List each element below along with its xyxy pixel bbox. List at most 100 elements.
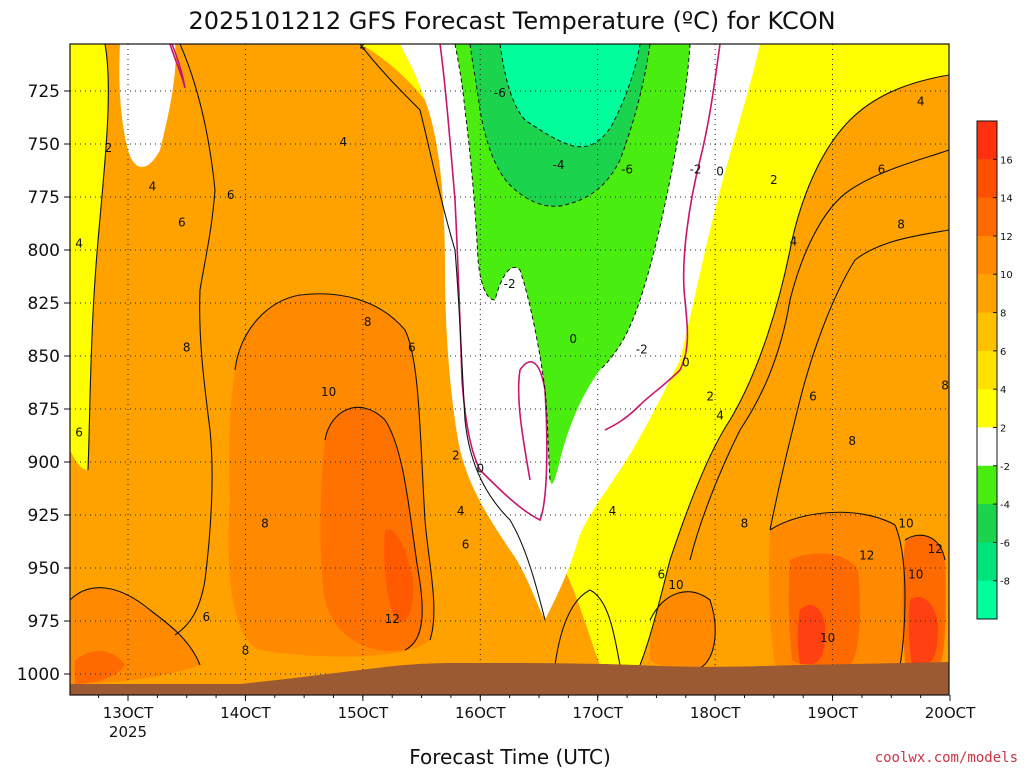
colorbar-label: -2 [1000, 462, 1010, 473]
band-east-hottest [908, 597, 938, 665]
colorbar-swatch [977, 504, 997, 543]
colorbar-swatch [977, 580, 997, 620]
y-axis-ticks: 725 750 775 800 825 850 875 900 925 950 975 1000 [17, 82, 70, 685]
colorbar-label: -8 [1000, 577, 1010, 588]
contour-label: 6 [227, 188, 235, 202]
zero-isotherm-east [604, 44, 721, 431]
contour-line [689, 149, 949, 561]
contour-line [234, 293, 435, 641]
contour-label: 6 [658, 567, 666, 581]
y-tick-label: 825 [28, 294, 60, 314]
x-tick-label: 13OCT [103, 704, 154, 722]
contour-label: 8 [242, 644, 250, 658]
contour-label: 6 [462, 538, 470, 552]
colorbar-swatch [977, 427, 997, 467]
contour-label: 12 [385, 612, 400, 626]
contour-line [70, 587, 201, 666]
colorbar-swatch [977, 121, 997, 160]
colorbar-swatch [977, 235, 997, 275]
contour-label: 0 [682, 355, 690, 369]
band-10-plus-west [384, 529, 414, 623]
contour-line [499, 44, 641, 148]
colorbar-swatch [977, 389, 997, 428]
contour-label: 10 [898, 516, 913, 530]
y-tick-label: 950 [28, 559, 60, 579]
contour-line [174, 44, 216, 636]
y-tick-label: 900 [28, 453, 60, 473]
y-tick-label: 725 [28, 82, 60, 102]
contour-label: 8 [848, 434, 856, 448]
contour-label: 0 [716, 165, 724, 179]
contour-label: 8 [897, 218, 905, 232]
contour-line [324, 407, 423, 651]
x-tick-label: 15OCT [338, 704, 389, 722]
colorbar-label: 6 [1000, 347, 1006, 358]
contour-label: 6 [408, 341, 416, 355]
contour-label: 8 [364, 315, 372, 329]
colorbar-label: 14 [1000, 194, 1013, 205]
colorbar-label: -4 [1000, 500, 1010, 511]
contour-lines [70, 44, 949, 669]
contour-label: 8 [183, 341, 191, 355]
contour-line [87, 44, 109, 471]
contour-label: 4 [457, 504, 465, 518]
colorbar-swatch [977, 312, 997, 352]
contour-label: 6 [75, 425, 83, 439]
x-axis-title: Forecast Time (UTC) [409, 745, 611, 768]
contour-line [599, 44, 691, 371]
contour-label: 10 [820, 631, 835, 645]
contour-label: 2 [359, 37, 367, 51]
contour-label: 6 [878, 162, 886, 176]
x-tick-year: 2025 [109, 723, 147, 741]
contour-line [469, 44, 651, 207]
band-minus8-to-minus6 [500, 44, 640, 147]
contour-label: 8 [741, 516, 749, 530]
colorbar-label: 8 [1000, 309, 1006, 320]
contour-label: 8 [941, 379, 949, 393]
contour-line [769, 229, 949, 531]
contour-label: 2 [105, 141, 113, 155]
contour-line [904, 534, 946, 561]
grid-lines [70, 44, 949, 695]
colorbar-label: 16 [1000, 155, 1013, 166]
contour-label: 0 [476, 461, 484, 475]
contour-label: 6 [178, 215, 186, 229]
y-tick-label: 925 [28, 506, 60, 526]
x-tick-label: 19OCT [807, 704, 858, 722]
x-tick-label: 17OCT [572, 704, 623, 722]
contour-label: 10 [668, 578, 683, 592]
terrain-ground [70, 662, 949, 695]
contour-line [649, 591, 716, 669]
colorbar-swatch [977, 159, 997, 199]
contour-label: 4 [609, 504, 617, 518]
contour-label: -2 [690, 162, 702, 176]
contour-label: -6 [494, 86, 506, 100]
colorbar-swatch [977, 274, 997, 314]
contour-label: -6 [621, 162, 633, 176]
chart-title: 2025101212 GFS Forecast Temperature (ºC)… [188, 7, 835, 35]
colorbar: 16 14 12 10 8 6 4 2 -2 -4 -6 -8 [976, 120, 1013, 620]
x-tick-label: 16OCT [455, 704, 506, 722]
band-east-warm [650, 591, 716, 669]
colorbar-frame [976, 120, 998, 620]
contour-label: 6 [202, 610, 210, 624]
contour-line [454, 44, 551, 481]
colorbar-label: -6 [1000, 538, 1010, 549]
x-tick-label: 18OCT [690, 704, 741, 722]
colorbar-label: 12 [1000, 232, 1013, 243]
band-white-top-left [119, 44, 176, 167]
contour-label: 6 [809, 389, 817, 403]
credit-text[interactable]: coolwx.com/models [875, 750, 1018, 766]
contour-label: 10 [908, 567, 923, 581]
contour-label: 2 [452, 449, 460, 463]
contour-label: 0 [569, 332, 577, 346]
contour-label: 12 [859, 548, 874, 562]
contour-label: 4 [790, 235, 798, 249]
contour-line [359, 44, 546, 621]
y-tick-label: 750 [28, 135, 60, 155]
contour-label: -4 [553, 158, 565, 172]
contour-label: 4 [75, 237, 83, 251]
y-tick-label: 975 [28, 612, 60, 632]
